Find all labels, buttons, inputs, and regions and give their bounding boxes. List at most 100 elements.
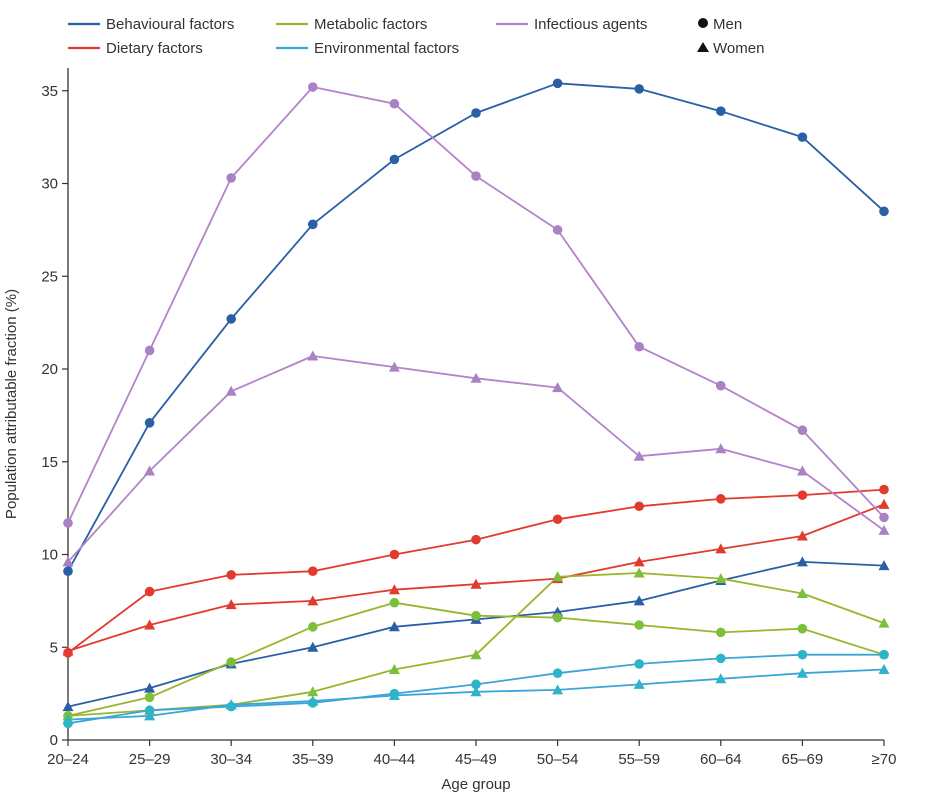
x-tick-label: 50–54 — [537, 751, 579, 768]
data-point-infectious-agents-women — [552, 382, 564, 393]
data-point-infectious-agents-women — [62, 556, 74, 567]
y-tick-label: 10 — [41, 547, 58, 564]
data-point-metabolic-factors-women — [878, 617, 890, 628]
y-tick-label: 0 — [50, 732, 58, 749]
data-point-infectious-agents-women — [878, 524, 890, 535]
data-point-dietary-factors-men — [389, 549, 400, 560]
data-point-environmental-factors-women — [307, 695, 319, 706]
data-point-dietary-factors-men — [226, 570, 236, 580]
data-point-environmental-factors-women — [796, 667, 808, 678]
data-point-environmental-factors-women — [715, 673, 727, 684]
y-ticks: 0 5 10 15 20 25 30 35 — [41, 83, 68, 749]
data-point-metabolic-factors-men — [389, 597, 400, 608]
data-point-metabolic-factors-women — [796, 588, 808, 598]
data-point-metabolic-factors-men — [797, 623, 808, 634]
x-tick-label: ≥70 — [872, 751, 897, 768]
data-point-metabolic-factors-women — [552, 571, 564, 582]
x-tick-label: 60–64 — [700, 751, 742, 768]
data-point-infectious-agents-women — [225, 385, 237, 396]
series-line-infectious-agents-women — [67, 355, 885, 563]
data-point-infectious-agents-men — [879, 512, 889, 523]
data-point-behavioural-factors-women — [796, 556, 808, 567]
data-point-infectious-agents-men — [634, 341, 644, 352]
data-point-environmental-factors-men — [471, 679, 481, 690]
data-point-environmental-factors-women — [552, 684, 564, 695]
data-point-metabolic-factors-women — [470, 649, 482, 660]
data-point-infectious-agents-men — [226, 173, 236, 183]
data-point-dietary-factors-women — [633, 556, 645, 567]
data-point-behavioural-factors-women — [144, 682, 156, 693]
series-markers — [62, 78, 890, 729]
data-point-dietary-factors-men — [716, 494, 726, 504]
data-point-dietary-factors-women — [470, 578, 482, 589]
data-point-environmental-factors-women — [225, 699, 237, 710]
legend-circle-marker — [698, 18, 708, 28]
y-tick-label: 25 — [41, 268, 58, 285]
data-point-dietary-factors-men — [552, 514, 563, 525]
data-point-dietary-factors-women — [878, 498, 890, 509]
data-point-environmental-factors-women — [144, 710, 156, 721]
data-point-dietary-factors-men — [634, 501, 644, 512]
data-point-dietary-factors-women — [307, 595, 319, 606]
data-point-environmental-factors-women — [470, 686, 482, 697]
legend: Behavioural factors Dietary factors Meta… — [68, 16, 764, 57]
data-point-environmental-factors-men — [552, 668, 563, 679]
legend-label-infectious: Infectious agents — [534, 16, 647, 33]
data-point-infectious-agents-women — [144, 465, 156, 476]
data-point-behavioural-factors-women — [62, 701, 74, 712]
data-point-behavioural-factors-men — [144, 417, 155, 428]
y-tick-label: 20 — [41, 361, 58, 378]
data-point-infectious-agents-men — [308, 82, 318, 92]
data-point-infectious-agents-women — [307, 350, 319, 361]
data-point-infectious-agents-women — [470, 372, 482, 383]
data-point-infectious-agents-women — [388, 361, 400, 372]
x-tick-label: 35–39 — [292, 751, 334, 768]
x-tick-label: 45–49 — [455, 751, 497, 768]
data-point-behavioural-factors-women — [307, 641, 319, 652]
data-point-infectious-agents-men — [552, 225, 563, 235]
series-line-infectious-agents-men — [67, 86, 885, 524]
axes — [67, 68, 884, 741]
data-point-infectious-agents-women — [796, 465, 808, 476]
data-point-dietary-factors-women — [144, 619, 156, 630]
data-point-infectious-agents-men — [716, 380, 726, 391]
data-point-environmental-factors-men — [144, 705, 155, 716]
series-line-dietary-factors-women — [67, 503, 885, 652]
data-point-behavioural-factors-men — [226, 314, 236, 324]
legend-label-men: Men — [713, 16, 742, 33]
legend-label-behavioural: Behavioural factors — [106, 16, 234, 33]
data-point-behavioural-factors-men — [879, 206, 889, 217]
data-point-dietary-factors-men — [879, 484, 889, 495]
legend-label-dietary: Dietary factors — [106, 40, 203, 57]
data-point-infectious-agents-men — [63, 518, 73, 528]
data-point-dietary-factors-women — [225, 599, 237, 610]
legend-label-metabolic: Metabolic factors — [314, 16, 427, 33]
data-point-environmental-factors-women — [62, 714, 74, 725]
data-point-infectious-agents-men — [471, 171, 481, 181]
y-axis-title: Population attributable fraction (%) — [3, 289, 20, 519]
data-point-dietary-factors-men — [308, 566, 318, 576]
legend-label-women: Women — [713, 40, 764, 57]
y-tick-label: 35 — [41, 83, 58, 100]
data-point-infectious-agents-men — [389, 98, 400, 109]
data-point-behavioural-factors-men — [63, 566, 73, 576]
data-point-behavioural-factors-men — [389, 154, 400, 165]
x-tick-label: 65–69 — [782, 751, 824, 768]
y-tick-label: 15 — [41, 454, 58, 471]
data-point-metabolic-factors-men — [634, 620, 644, 630]
data-point-metabolic-factors-men — [471, 610, 481, 621]
data-point-infectious-agents-women — [715, 443, 727, 454]
legend-label-environmental: Environmental factors — [314, 40, 459, 57]
data-point-metabolic-factors-men — [552, 612, 563, 623]
y-tick-label: 5 — [50, 639, 58, 656]
data-point-metabolic-factors-women — [633, 567, 645, 578]
data-point-infectious-agents-men — [144, 345, 155, 356]
data-point-dietary-factors-women — [796, 530, 808, 541]
x-axis-title: Age group — [441, 776, 510, 793]
data-point-infectious-agents-men — [797, 425, 808, 436]
x-tick-label: 30–34 — [210, 751, 252, 768]
x-ticks: 20–24 25–29 30–34 35–39 40–44 45–49 50–54 55–59… — [47, 740, 896, 768]
x-tick-label: 55–59 — [618, 751, 660, 768]
